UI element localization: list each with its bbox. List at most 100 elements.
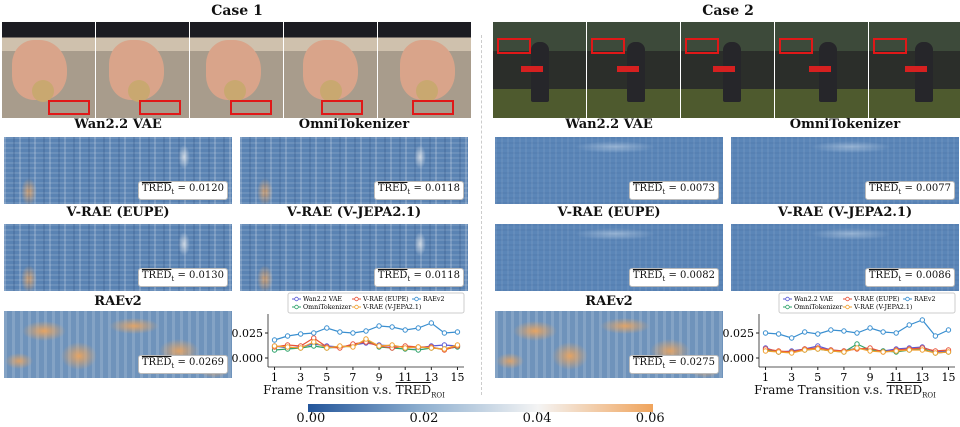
point <box>880 329 886 335</box>
point <box>376 323 382 329</box>
ball <box>224 80 246 102</box>
video-frame <box>775 22 868 118</box>
legend-box <box>778 292 956 314</box>
point <box>762 348 769 354</box>
metric: TRED <box>377 270 408 281</box>
point <box>893 330 899 336</box>
point <box>788 350 795 356</box>
point <box>932 350 939 356</box>
legend-marker <box>414 296 419 302</box>
point <box>867 325 873 331</box>
roi-box <box>873 38 907 54</box>
point <box>893 348 899 354</box>
ball <box>128 80 150 102</box>
point <box>415 344 421 350</box>
metric: TRED <box>141 270 172 281</box>
roi-box <box>685 38 719 54</box>
score-box: TREDt = 0.0082 <box>628 268 719 287</box>
point <box>775 331 782 337</box>
score-box: TREDt = 0.0077 <box>864 181 955 200</box>
score-value: = 0.0118 <box>413 270 460 281</box>
point <box>945 327 952 333</box>
video-frame <box>96 22 189 118</box>
point <box>389 324 395 330</box>
roi-box <box>591 38 625 54</box>
colorbar-tick <box>650 412 652 415</box>
heatmap: TREDt = 0.0073 <box>495 137 723 204</box>
metric: TRED <box>868 183 899 194</box>
ball <box>416 80 438 102</box>
point <box>441 346 448 352</box>
point <box>297 331 304 337</box>
metric-sub: t <box>171 362 175 370</box>
x-tick-label: 1 <box>762 371 769 384</box>
roi-box <box>412 100 454 115</box>
legend-marker <box>845 304 850 310</box>
panel-title: RAEv2 <box>94 294 142 309</box>
score-value: = 0.0118 <box>413 183 460 194</box>
metric: TRED <box>632 357 663 368</box>
separator <box>481 35 482 395</box>
roi-box <box>321 100 363 115</box>
point <box>350 344 356 350</box>
player <box>627 42 645 102</box>
point <box>324 345 330 351</box>
x-axis-label: Frame Transition v.s. TREDROI <box>240 383 468 399</box>
case-title: Case 2 <box>702 3 754 19</box>
x-tick-label: 15 <box>941 371 955 384</box>
heatmap: TREDt = 0.0120 <box>4 137 232 204</box>
legend-label: Wan2.2 VAE <box>794 296 833 303</box>
point <box>815 346 821 352</box>
point <box>324 325 330 331</box>
point <box>945 349 952 355</box>
video-frame <box>587 22 680 118</box>
metric-sub: t <box>407 188 411 196</box>
point <box>854 345 860 351</box>
point <box>402 345 408 351</box>
point <box>828 327 834 333</box>
point <box>802 347 808 353</box>
colorbar-tick-label: 0.02 <box>409 411 439 426</box>
panel-title: RAEv2 <box>585 294 633 309</box>
point <box>311 339 317 345</box>
legend-label: OmniTokenizer <box>794 304 843 311</box>
colorbar-tick <box>537 412 539 415</box>
x-axis-label: Frame Transition v.s. TREDROI <box>731 383 959 399</box>
score-value: = 0.0086 <box>904 270 951 281</box>
metric: TRED <box>141 183 172 194</box>
score-value: = 0.0077 <box>904 183 951 194</box>
point <box>311 330 317 336</box>
panel-title: Wan2.2 VAE <box>74 117 162 132</box>
point <box>454 342 461 348</box>
panel-title: OmniTokenizer <box>298 117 410 132</box>
legend-label: V-RAE (EUPE) <box>362 296 409 303</box>
point <box>271 337 278 343</box>
score-value: = 0.0269 <box>177 357 224 368</box>
video-frame <box>2 22 95 118</box>
metric: TRED <box>632 183 663 194</box>
legend-label: V-RAE (V-JEPA2.1) <box>362 304 421 311</box>
point <box>906 347 912 353</box>
x-tick-label: 3 <box>788 371 795 384</box>
panel-title: Wan2.2 VAE <box>565 117 653 132</box>
sleeve <box>713 66 735 72</box>
score-value: = 0.0130 <box>177 270 224 281</box>
score-box: TREDt = 0.0120 <box>137 181 228 200</box>
metric-sub: t <box>898 188 902 196</box>
sleeve <box>905 66 927 72</box>
sleeve <box>809 66 831 72</box>
sleeve <box>617 66 639 72</box>
roi-box <box>497 38 531 54</box>
metric-sub: t <box>662 188 666 196</box>
score-box: TREDt = 0.0118 <box>373 181 464 200</box>
point <box>762 330 769 336</box>
score-value: = 0.0082 <box>668 270 715 281</box>
point <box>788 335 795 341</box>
metric-sub: t <box>407 275 411 283</box>
x-tick-label: 3 <box>297 371 304 384</box>
point <box>428 320 435 326</box>
x-tick-label: 5 <box>323 371 330 384</box>
panel-title: V-RAE (EUPE) <box>66 205 170 220</box>
ball <box>32 80 54 102</box>
